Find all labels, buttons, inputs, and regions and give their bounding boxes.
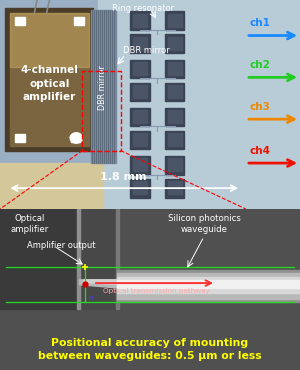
Text: ch4: ch4 (249, 145, 270, 155)
Bar (130, 156, 150, 175)
Text: Silicon photonics
waveguide: Silicon photonics waveguide (168, 214, 240, 234)
Bar (10, 13, 89, 146)
Bar (168, 133, 182, 146)
Bar (15, 17, 25, 25)
Bar (117, 277, 300, 293)
Bar (5, 9, 94, 151)
Bar (15, 134, 25, 142)
Bar (130, 131, 150, 149)
Text: 4-channel
optical
amplifier: 4-channel optical amplifier (20, 65, 78, 102)
Bar (80, 209, 116, 309)
Bar (165, 179, 184, 198)
Bar (82, 71, 121, 151)
Bar (116, 209, 118, 309)
Bar (117, 280, 300, 288)
Text: 1.8 mm: 1.8 mm (100, 172, 146, 182)
Text: Ring resonator: Ring resonator (112, 4, 174, 13)
Bar (165, 60, 184, 78)
Bar (168, 14, 182, 27)
Bar (133, 37, 147, 50)
Bar (130, 179, 150, 198)
Bar (117, 273, 300, 299)
Text: N: N (88, 296, 93, 301)
Bar (165, 34, 184, 53)
Bar (168, 110, 182, 123)
Bar (165, 11, 184, 30)
Bar (168, 62, 182, 75)
Bar (130, 11, 150, 30)
Text: ch1: ch1 (249, 18, 270, 28)
Bar (133, 158, 147, 171)
Text: ch3: ch3 (249, 102, 270, 112)
Bar (168, 85, 182, 98)
Bar (133, 181, 147, 194)
Bar (76, 209, 80, 309)
Bar (165, 83, 184, 101)
Bar (133, 110, 147, 123)
Text: DBR mirror: DBR mirror (98, 65, 106, 110)
Text: DBR mirror: DBR mirror (123, 46, 170, 55)
Bar (168, 37, 182, 50)
Bar (165, 131, 184, 149)
Bar (133, 133, 147, 146)
Bar (168, 181, 182, 194)
Bar (130, 60, 150, 78)
Bar (165, 108, 184, 127)
Bar (165, 156, 184, 175)
Bar (10, 13, 89, 67)
Text: ch2: ch2 (249, 60, 270, 70)
Circle shape (70, 133, 82, 143)
Bar (98, 0, 246, 209)
Bar (0, 209, 78, 309)
Text: Optical transmission pathway: Optical transmission pathway (103, 288, 209, 294)
Text: Amplifier output: Amplifier output (27, 241, 95, 250)
Polygon shape (80, 280, 117, 288)
Bar (91, 10, 116, 163)
Bar (133, 62, 147, 75)
Polygon shape (84, 280, 117, 285)
Bar (133, 14, 147, 27)
Bar (133, 85, 147, 98)
Bar (117, 270, 300, 302)
Bar (74, 17, 84, 25)
Bar (130, 83, 150, 101)
Bar (0, 163, 103, 209)
Text: Positional accuracy of mounting
between waveguides: 0.5 μm or less: Positional accuracy of mounting between … (38, 338, 262, 361)
Bar (130, 34, 150, 53)
Bar (168, 158, 182, 171)
Bar (130, 108, 150, 127)
Bar (71, 135, 80, 142)
Text: Optical
amplifier: Optical amplifier (11, 214, 49, 234)
